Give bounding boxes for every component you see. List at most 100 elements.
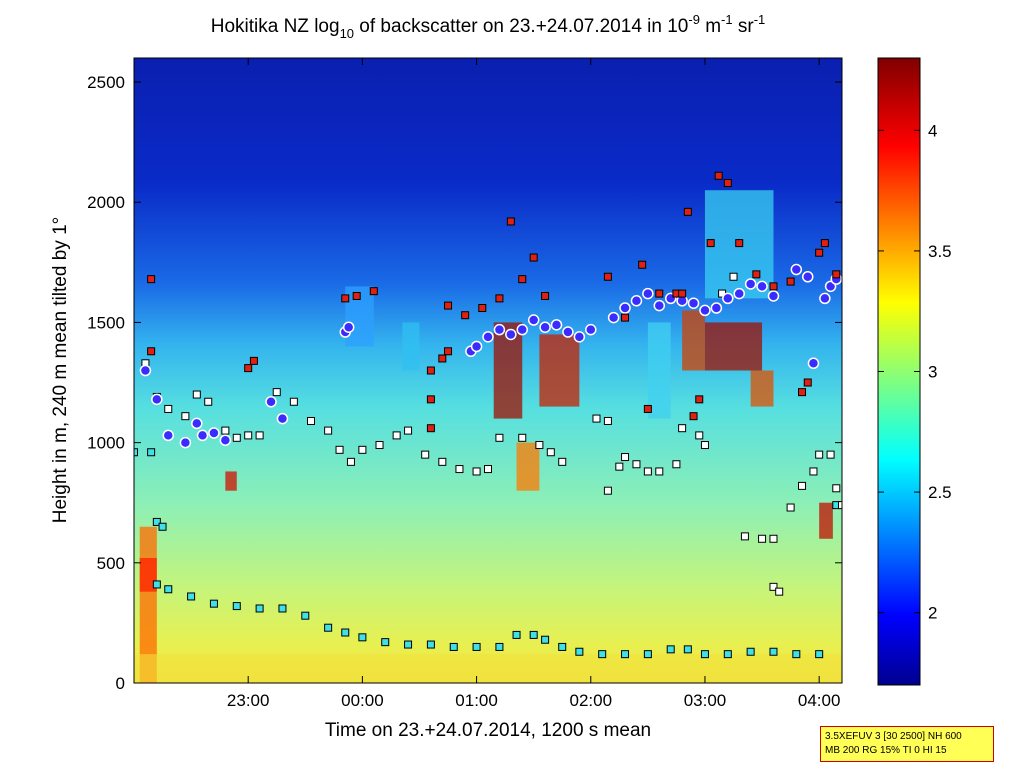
mixing-layer-marker: [603, 486, 612, 495]
surface-layer-marker: [134, 448, 138, 457]
cloud-layer-marker: [699, 304, 711, 317]
heatmap-patch: [750, 370, 774, 407]
surface-layer-marker: [164, 585, 173, 594]
cloud-layer-marker: [139, 364, 152, 377]
cloud-layer-marker: [276, 412, 289, 425]
settings-line-2: MB 200 RG 15% TI 0 HI 15: [825, 745, 947, 756]
mixing-layer-marker: [289, 397, 298, 406]
mixing-layer-marker: [535, 441, 544, 450]
y-axis: 0 500 1000 1500 2000 2500: [87, 73, 842, 693]
cloud-layer-marker: [550, 319, 563, 331]
mixing-layer-marker: [546, 448, 555, 457]
cloud-base-marker: [803, 378, 812, 387]
mixing-layer-marker: [740, 532, 749, 541]
cloud-layer-marker: [630, 295, 643, 307]
cloud-base-marker: [426, 395, 435, 404]
mixing-layer-marker: [615, 462, 624, 471]
mixing-layer-marker: [769, 534, 778, 543]
mixing-layer-marker: [603, 416, 612, 425]
mixing-layer-marker: [700, 441, 709, 450]
mixing-layer-marker: [592, 414, 601, 423]
heatmap-area: [134, 58, 842, 683]
cloud-layer-marker: [744, 278, 757, 290]
y-axis-label: Height in m, 240 m mean tilted by 1°: [50, 217, 71, 523]
cloud-base-marker: [541, 291, 550, 300]
cloud-layer-marker: [196, 429, 209, 442]
colorbar-ticks: 2 2.5 3 3.5 4: [878, 121, 952, 623]
surface-layer-marker: [746, 647, 755, 656]
surface-layer-marker: [495, 642, 504, 651]
mixing-layer-marker: [786, 503, 795, 512]
surface-layer-marker: [426, 640, 435, 649]
mixing-layer-marker: [221, 426, 230, 435]
cloud-layer-marker: [505, 328, 517, 341]
mixing-layer-marker: [758, 534, 767, 543]
cloud-base-marker: [249, 356, 258, 365]
y-tick-label: 2500: [87, 73, 125, 92]
mixing-layer-marker: [518, 433, 527, 442]
mixing-layer-marker: [164, 404, 173, 413]
cloud-layer-marker: [801, 271, 814, 283]
surface-layer-marker: [541, 635, 550, 644]
surface-layer-marker: [575, 647, 584, 656]
cloud-base-marker: [714, 171, 723, 180]
surface-layer-marker: [278, 604, 287, 613]
cloud-layer-marker: [687, 297, 700, 309]
mixing-layer-marker: [204, 397, 213, 406]
colorbar-tick-label: 3.5: [928, 242, 952, 261]
surface-layer-marker: [301, 611, 310, 620]
colorbar: [877, 57, 921, 686]
cloud-base-marker: [655, 289, 664, 298]
plot-frame: [133, 57, 843, 684]
cloud-base-marker: [369, 287, 378, 296]
cloud-base-marker: [478, 304, 487, 312]
surface-layer-marker: [404, 640, 413, 649]
cloud-base-marker: [147, 347, 156, 356]
x-tick-label: 03:00: [684, 691, 727, 710]
x-axis: 23:00 00:00 01:00 02:00 03:00 04:00: [227, 58, 841, 710]
cloud-base-marker: [735, 239, 744, 248]
surface-layer-marker: [341, 628, 350, 637]
cloud-base-marker: [643, 404, 652, 413]
cloud-base-marker: [832, 270, 841, 279]
surface-layer-marker: [700, 650, 709, 659]
x-tick-label: 04:00: [798, 691, 841, 710]
y-tick-label: 1500: [87, 313, 125, 332]
cloud-layer-marker: [342, 321, 355, 333]
cloud-base-marker: [815, 248, 824, 257]
mixing-layer-marker: [181, 412, 190, 421]
cloud-layer-marker: [162, 429, 175, 442]
mixing-layer-marker: [729, 272, 738, 281]
y-tick-label: 0: [116, 674, 125, 693]
cloud-layer-marker: [642, 287, 654, 300]
mixing-layer-marker: [695, 431, 704, 440]
mixing-layer-marker: [832, 484, 841, 493]
cloud-base-marker: [444, 347, 453, 356]
cloud-layer-marker: [607, 311, 620, 324]
x-tick-label: 23:00: [227, 691, 270, 710]
cloud-base-marker: [518, 275, 527, 284]
cloud-base-marker: [769, 282, 778, 291]
cloud-base-marker: [506, 217, 515, 226]
mixing-layer-marker: [335, 445, 344, 454]
mixing-layer-marker: [346, 457, 355, 466]
mixing-layer-marker: [775, 587, 784, 596]
heatmap-patch: [402, 322, 420, 371]
heatmap-patch: [539, 334, 580, 407]
surface-layer-marker: [232, 602, 241, 611]
mixing-layer-marker: [815, 450, 824, 459]
cloud-base-marker: [352, 291, 361, 300]
cloud-layer-marker: [562, 326, 574, 338]
mixing-layer-marker: [643, 467, 652, 476]
cloud-layer-marker: [733, 287, 745, 300]
cloud-base-marker: [820, 239, 829, 248]
surface-layer-marker: [529, 630, 538, 639]
surface-layer-marker: [723, 650, 732, 659]
x-tick-label: 00:00: [341, 691, 384, 710]
cloud-base-marker: [461, 311, 470, 320]
mixing-layer-marker: [632, 460, 641, 469]
cloud-layer-marker: [493, 323, 506, 336]
cloud-layer-marker: [807, 357, 820, 370]
surface-layer-marker: [792, 650, 801, 659]
cloud-base-marker: [426, 366, 435, 375]
